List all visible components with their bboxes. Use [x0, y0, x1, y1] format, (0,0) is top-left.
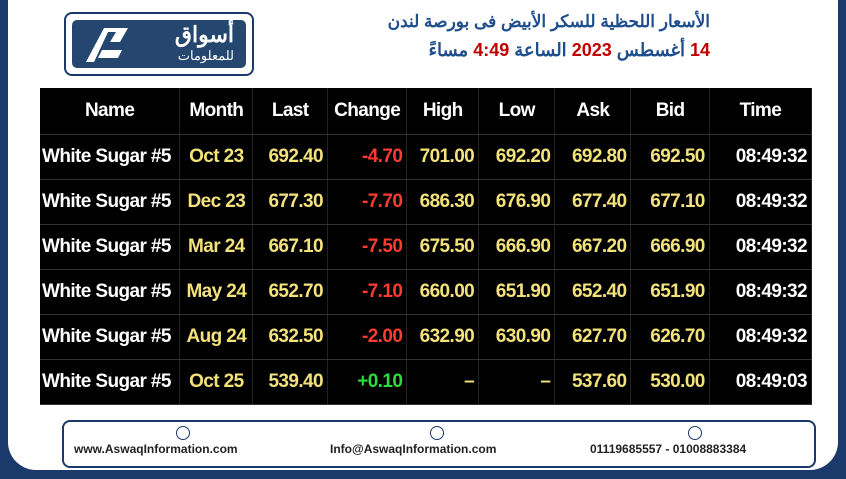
cell: 539.40 [252, 359, 328, 405]
cell: 651.90 [630, 269, 710, 315]
phone-icon [688, 426, 702, 440]
header-row: Name Month Last Change High Low Ask Bid Time [40, 88, 813, 135]
footer: www.AswaqInformation.com Info@AswaqInfor… [62, 420, 816, 468]
cell: 652.40 [554, 269, 632, 315]
row: White Sugar #5 Oct 23 692.40 -4.70 701.00 692… [40, 134, 813, 180]
day: 14 [689, 40, 710, 60]
cell: 675.50 [406, 224, 480, 270]
row: White Sugar #5 Dec 23 677.30 -7.70 686.30 676… [40, 179, 813, 225]
cell: Oct 25 [179, 359, 254, 405]
logo-sub: للمعلومات [177, 48, 234, 63]
price-table: Name Month Last Change High Low Ask Bid Time Whit… [40, 88, 813, 405]
column-header: Last [252, 88, 328, 135]
cell: 677.10 [630, 179, 710, 225]
year: 2023 [571, 40, 612, 60]
subtitle: 14 أغسطس 2023 الساعة 4:49 مساءً [290, 40, 710, 61]
row: White Sugar #5 Mar 24 667.10 -7.50 675.50 666… [40, 224, 813, 270]
cell: Dec 23 [179, 179, 254, 225]
cell: 692.40 [252, 134, 328, 180]
cell: 652.70 [252, 269, 328, 315]
cell: -7.50 [327, 224, 408, 270]
cell: 632.90 [406, 314, 480, 360]
phone: 01119685557 - 01008883384 [590, 442, 747, 456]
cell: -4.70 [327, 134, 408, 180]
time: 4:49 [473, 40, 510, 60]
cell: 630.90 [478, 314, 556, 360]
web-icon [176, 426, 190, 440]
cell: 08:49:32 [709, 224, 813, 270]
column-header: Month [179, 88, 254, 135]
column-header: Time [709, 88, 813, 135]
cell: 692.20 [478, 134, 556, 180]
cell: -7.70 [327, 179, 408, 225]
cell: 692.80 [554, 134, 632, 180]
cell: Aug 24 [179, 314, 254, 360]
logo-icon [86, 28, 128, 62]
row: White Sugar #5 Aug 24 632.50 -2.00 632.90 630… [40, 314, 813, 360]
cell: 08:49:03 [709, 359, 813, 405]
cell: 651.90 [478, 269, 556, 315]
cell: White Sugar #5 [40, 224, 181, 270]
cell: 666.90 [630, 224, 710, 270]
cell: 627.70 [554, 314, 632, 360]
title: الأسعار اللحظية للسكر الأبيض فى بورصة لن… [387, 12, 710, 31]
cell: 677.30 [252, 179, 328, 225]
cell: 701.00 [406, 134, 480, 180]
cell: – [406, 359, 480, 405]
logo-name: أسواق [174, 22, 234, 47]
period: مساءً [428, 40, 469, 60]
time-label: الساعة [514, 40, 567, 60]
cell: 632.50 [252, 314, 328, 360]
cell: 08:49:32 [709, 269, 813, 315]
cell: 667.10 [252, 224, 328, 270]
mail-icon [430, 426, 444, 440]
cell: 08:49:32 [709, 314, 813, 360]
cell: 660.00 [406, 269, 480, 315]
cell: Oct 23 [179, 134, 254, 180]
row: White Sugar #5 May 24 652.70 -7.10 660.00 651… [40, 269, 813, 315]
column-header: Low [478, 88, 556, 135]
cell: White Sugar #5 [40, 359, 181, 405]
cell: 530.00 [630, 359, 710, 405]
cell: White Sugar #5 [40, 179, 181, 225]
column-header: High [406, 88, 480, 135]
cell: 667.20 [554, 224, 632, 270]
cell: White Sugar #5 [40, 314, 181, 360]
cell: 666.90 [478, 224, 556, 270]
cell: 686.30 [406, 179, 480, 225]
email: Info@AswaqInformation.com [330, 442, 497, 456]
cell: 08:49:32 [709, 134, 813, 180]
row: White Sugar #5 Oct 25 539.40 +0.10– –537.60 5… [40, 359, 813, 405]
month: أغسطس [616, 40, 685, 60]
cell: 692.50 [630, 134, 710, 180]
column-header: Bid [630, 88, 710, 135]
cell: – [478, 359, 556, 405]
column-header: Ask [554, 88, 632, 135]
cell: Mar 24 [179, 224, 254, 270]
column-header: Change [327, 88, 408, 135]
cell: 676.90 [478, 179, 556, 225]
cell: +0.10 [327, 359, 408, 405]
website: www.AswaqInformation.com [74, 442, 238, 456]
cell: 08:49:32 [709, 179, 813, 225]
cell: May 24 [179, 269, 254, 315]
cell: White Sugar #5 [40, 134, 181, 180]
cell: -2.00 [327, 314, 408, 360]
cell: -7.10 [327, 269, 408, 315]
logo-box: أسواق للمعلومات [72, 20, 246, 68]
cell: 537.60 [554, 359, 632, 405]
cell: 677.40 [554, 179, 632, 225]
cell: 626.70 [630, 314, 710, 360]
logo: أسواق للمعلومات [64, 12, 254, 76]
column-header: Name [40, 88, 181, 135]
cell: White Sugar #5 [40, 269, 181, 315]
